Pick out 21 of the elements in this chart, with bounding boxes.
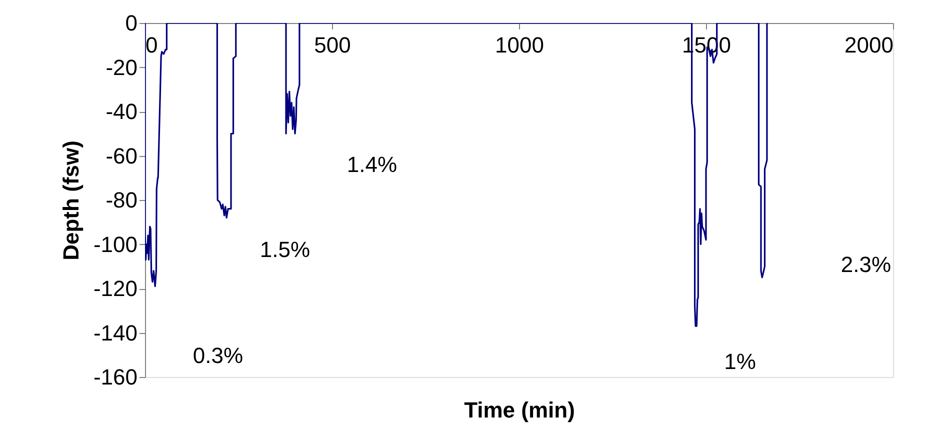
y-tick-label: -160 xyxy=(93,364,138,390)
y-tick-label: -80 xyxy=(106,188,138,212)
annotation: 2.3% xyxy=(840,252,892,277)
y-axis-title: Depth (fsw) xyxy=(58,140,84,260)
y-tick-label: -120 xyxy=(93,276,138,301)
x-axis-title: Time (min) xyxy=(464,398,575,422)
x-tick-label: 0 xyxy=(146,32,158,58)
y-tick-label: -60 xyxy=(106,143,138,168)
y-tick-label: 0 xyxy=(125,10,138,36)
x-tick-label: 500 xyxy=(314,32,351,58)
x-tick-label: 2000 xyxy=(844,32,894,58)
annotation: 1% xyxy=(724,349,756,374)
y-tick-label: -20 xyxy=(106,54,138,80)
annotation: 1.4% xyxy=(346,152,398,177)
line-series xyxy=(145,23,768,327)
y-tick-label: -40 xyxy=(106,99,138,124)
y-tick-label: -100 xyxy=(93,232,138,257)
annotation: 0.3% xyxy=(192,343,244,368)
y-tick-label: -140 xyxy=(93,320,138,346)
x-tick-label: 1000 xyxy=(495,32,544,58)
annotation: 1.5% xyxy=(260,237,310,262)
